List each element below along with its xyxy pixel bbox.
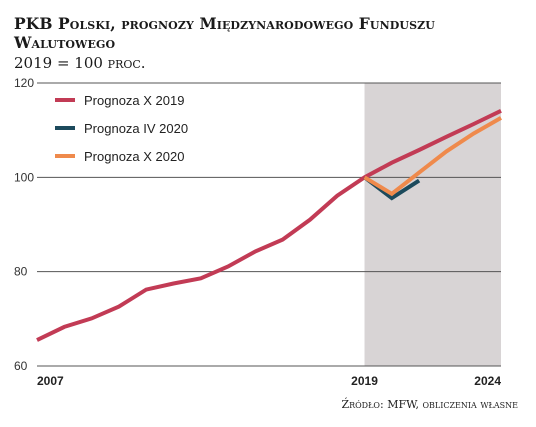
y-axis-ticks: 60 80 100 120 (14, 76, 34, 373)
series-lines (36, 108, 502, 342)
y-tick-label-60: 60 (14, 359, 28, 373)
gridlines (37, 82, 501, 367)
legend-label-2: Prognoza IV 2020 (84, 121, 188, 136)
series-line-3 (363, 116, 502, 197)
x-tick-label-2024: 2024 (474, 374, 501, 388)
source-note: Źródło: MFW, obliczenia własne (341, 398, 518, 411)
x-axis-ticks: 2007 2019 2024 (37, 374, 501, 388)
legend-label-1: Prognoza X 2019 (84, 93, 184, 108)
legend-label-3: Prognoza X 2020 (84, 149, 184, 164)
series-line-1 (36, 108, 502, 342)
x-tick-label-2007: 2007 (37, 374, 64, 388)
legend: Prognoza X 2019 Prognoza IV 2020 Prognoza … (55, 93, 188, 164)
chart-title: PKB Polski, prognozy Międzynarodowego Fu… (14, 14, 435, 52)
forecast-shade-layer (364, 83, 501, 366)
y-tick-label-80: 80 (14, 265, 28, 279)
y-tick-label-120: 120 (14, 76, 34, 90)
forecast-shaded-region (364, 83, 501, 366)
y-tick-label-100: 100 (14, 170, 34, 184)
x-tick-label-2019: 2019 (351, 374, 378, 388)
chart-subtitle: 2019 = 100 proc. (14, 54, 146, 72)
